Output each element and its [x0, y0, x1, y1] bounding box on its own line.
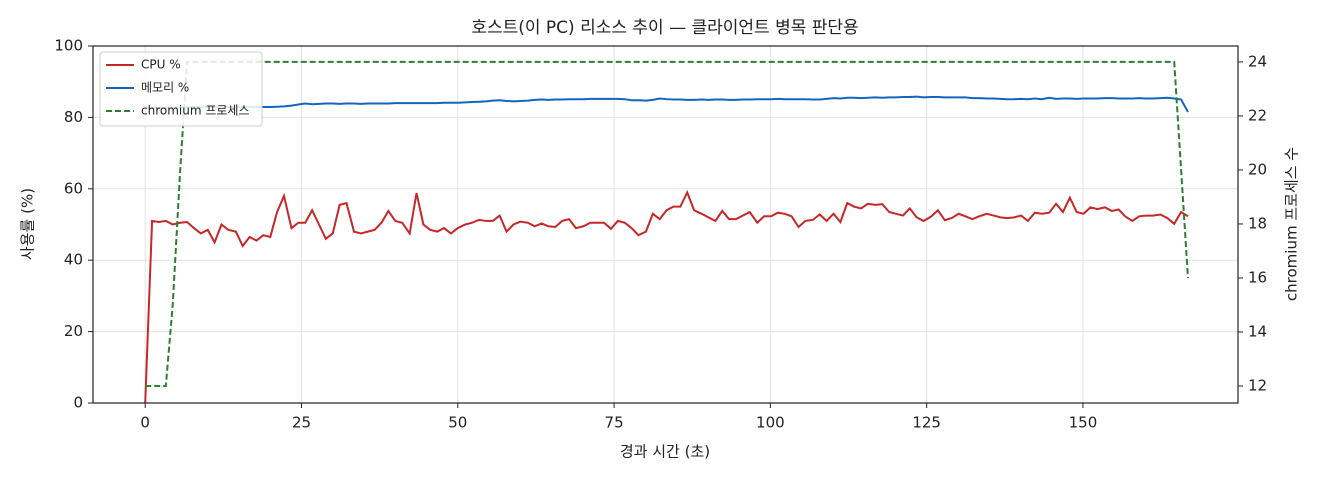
y-tick-label: 20	[64, 322, 83, 340]
x-tick-label: 100	[756, 414, 785, 432]
y-tick-label: 40	[64, 251, 83, 269]
y-tick-label: 60	[64, 179, 83, 197]
plot-frame	[92, 45, 1239, 404]
y-axis-label: 사용률 (%)	[19, 188, 37, 260]
x-tick-label: 0	[140, 414, 150, 432]
series-line	[144, 189, 1189, 404]
legend-box	[99, 51, 263, 127]
series-line	[145, 60, 1189, 387]
y2-axis-label: chromium 프로세스 수	[1283, 147, 1301, 301]
x-tick-label: 25	[292, 414, 311, 432]
x-tick-label: 75	[605, 414, 624, 432]
y2-tick-label: 24	[1248, 52, 1267, 70]
series-line	[145, 95, 1189, 113]
y2-tick-label: 22	[1248, 106, 1267, 124]
x-tick-label: 150	[1069, 414, 1098, 432]
chart-title: 호스트(이 PC) 리소스 추이 — 클라이언트 병목 판단용	[471, 18, 858, 38]
y2-tick-label: 20	[1248, 160, 1267, 178]
y-tick-label: 100	[54, 37, 83, 55]
y2-tick-label: 16	[1248, 268, 1267, 286]
y2-tick-label: 12	[1248, 376, 1267, 394]
y-tick-label: 80	[64, 108, 83, 126]
legend-label: CPU %	[141, 58, 181, 72]
x-axis-label: 경과 시간 (초)	[620, 443, 710, 461]
y2-tick-label: 14	[1248, 322, 1267, 340]
x-tick-label: 125	[912, 414, 941, 432]
y-tick-label: 0	[73, 394, 83, 412]
y2-tick-label: 18	[1248, 214, 1267, 232]
legend-label: 메모리 %	[141, 81, 189, 95]
legend-label: chromium 프로세스	[141, 104, 250, 118]
legend: CPU % 메모리 % chromium 프로세스	[99, 51, 263, 127]
x-tick-label: 50	[448, 414, 467, 432]
